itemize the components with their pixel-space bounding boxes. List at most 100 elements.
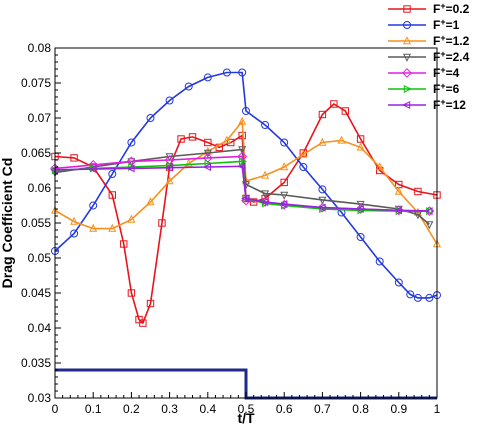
data-point: [89, 201, 98, 210]
data-point: [120, 240, 128, 248]
data-point: [356, 200, 365, 209]
x-axis-title: t/T: [237, 410, 255, 426]
data-point: [299, 149, 308, 158]
data-point: [280, 191, 289, 200]
data-point: [337, 135, 346, 144]
legend-entry: F+=12: [388, 97, 466, 112]
series-0: [51, 100, 441, 327]
data-point: [375, 162, 384, 171]
data-point: [222, 135, 231, 144]
legend-label: F+=6: [433, 81, 460, 96]
data-point: [356, 142, 365, 151]
data-point: [260, 197, 269, 207]
data-point: [355, 204, 364, 214]
data-point: [184, 82, 193, 91]
data-point: [237, 162, 246, 171]
y-tick-label: 0.08: [28, 41, 52, 55]
data-point: [222, 68, 231, 77]
y-tick-label: 0.035: [21, 356, 51, 370]
data-point: [406, 290, 415, 299]
data-point: [318, 196, 327, 205]
data-point: [238, 146, 247, 155]
x-tick-label: 0.4: [199, 402, 216, 416]
series-line: [54, 103, 438, 325]
legend-label: F+=0.2: [433, 1, 470, 16]
y-tick-label: 0.055: [21, 216, 51, 230]
data-point: [413, 211, 422, 220]
data-point: [394, 278, 403, 287]
data-point: [413, 293, 422, 302]
data-point: [146, 197, 155, 206]
legend-entry: F+=6: [388, 81, 460, 96]
data-point: [89, 223, 98, 232]
legend-marker: [403, 5, 411, 13]
data-point: [127, 289, 136, 297]
x-tick-label: 0.7: [314, 402, 331, 416]
data-point: [317, 203, 326, 212]
legend-entry: F+=1.2: [388, 33, 470, 48]
data-point: [393, 206, 402, 215]
data-point: [241, 194, 250, 203]
data-point: [203, 73, 212, 82]
x-tick-label: 0.3: [161, 402, 178, 416]
data-point: [238, 157, 247, 166]
data-point: [108, 191, 116, 199]
data-point: [227, 138, 235, 147]
data-point: [356, 233, 365, 241]
data-point: [146, 114, 155, 122]
data-point: [88, 165, 97, 174]
legend-label: F+=1: [433, 17, 460, 32]
x-tick-label: 0.9: [390, 402, 407, 416]
data-point: [425, 293, 434, 302]
data-point: [279, 200, 288, 209]
data-point: [127, 138, 136, 147]
data-point: [318, 137, 327, 146]
series-layer: [50, 68, 442, 400]
data-point: [165, 96, 174, 105]
legend-marker: [402, 36, 412, 45]
data-point: [146, 299, 155, 308]
data-point: [238, 68, 247, 77]
axes-layer: 0 0.1 0.2 0.3 0.4 0.5 0.6 0.7 0.8 0.9 1 0.03 0.035 0.…: [21, 41, 441, 416]
data-point: [126, 164, 135, 173]
data-point: [165, 176, 174, 185]
data-point: [341, 107, 350, 115]
data-point: [330, 100, 338, 108]
data-point: [261, 190, 270, 199]
y-tick-label: 0.04: [28, 321, 52, 335]
y-tick-label: 0.045: [21, 286, 51, 300]
x-tick-label: 0.8: [352, 402, 369, 416]
data-point: [242, 107, 250, 115]
series-line: [54, 119, 438, 245]
legend-entry: F+=2.4: [388, 49, 470, 64]
legend-entry: F+=0.2: [388, 1, 470, 16]
data-point: [238, 116, 247, 125]
data-point: [202, 162, 211, 172]
legend: F+=0.2F+=1F+=1.2F+=2.4F+=4F+=6F+=12: [388, 1, 470, 112]
y-tick-label: 0.065: [21, 146, 51, 160]
data-point: [70, 229, 79, 238]
legend-marker: [402, 68, 412, 78]
data-point: [425, 221, 434, 230]
data-point: [139, 319, 147, 327]
x-tick-label: 0.5: [238, 402, 255, 416]
legend-marker: [403, 84, 412, 94]
legend-label: F+=4: [433, 65, 460, 80]
data-point: [203, 149, 212, 158]
data-point: [280, 138, 289, 147]
legend-entry: F+=1: [388, 17, 460, 32]
legend-marker: [402, 53, 412, 62]
data-point: [394, 186, 403, 195]
legend-label: F+=12: [433, 97, 466, 112]
data-point: [261, 121, 270, 129]
y-tick-label: 0.07: [28, 111, 52, 125]
x-tick-label: 0: [52, 402, 59, 416]
data-point: [164, 163, 173, 172]
data-point: [127, 214, 136, 223]
legend-marker: [403, 21, 411, 29]
data-point: [375, 257, 384, 266]
data-point: [70, 216, 79, 225]
data-point: [318, 185, 327, 194]
x-tick-label: 0.2: [123, 402, 140, 416]
